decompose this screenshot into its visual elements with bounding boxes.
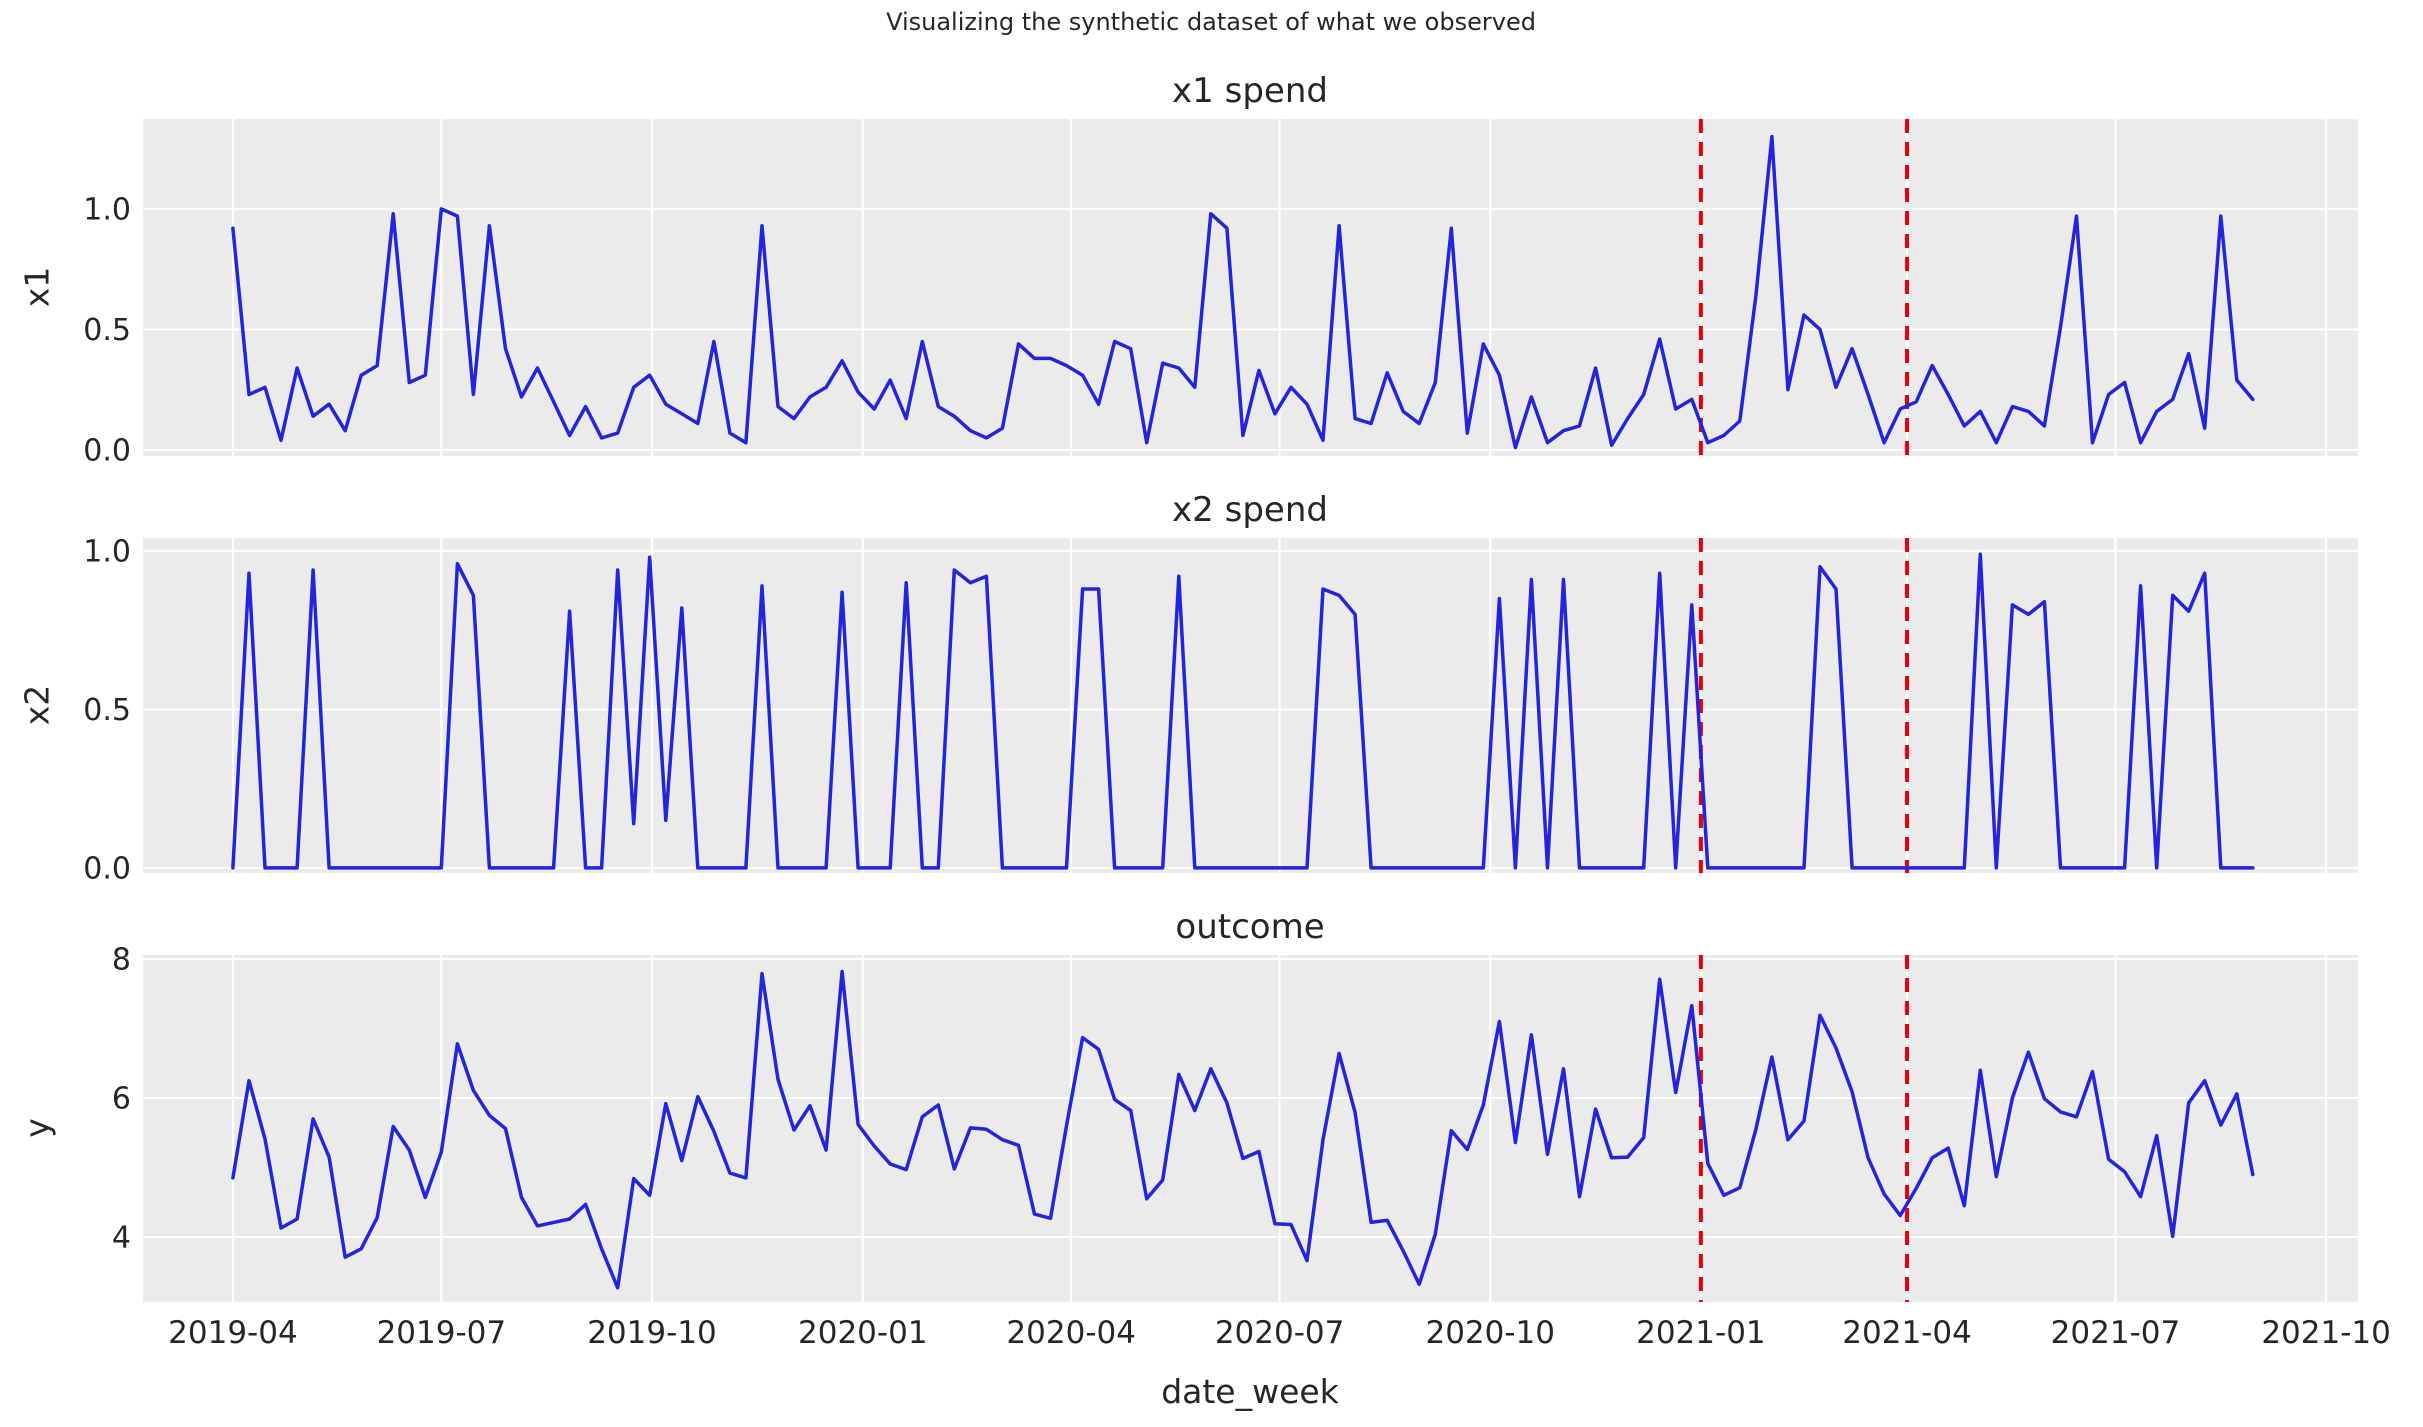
y-tick-label: 8 <box>112 943 131 978</box>
x-tick-label: 2020-07 <box>1215 1315 1345 1351</box>
y-tick-label: 6 <box>112 1082 131 1117</box>
y-tick-label: 1.0 <box>83 192 131 227</box>
figure-suptitle: Visualizing the synthetic dataset of wha… <box>886 8 1536 36</box>
y-tick-label: 0.0 <box>83 851 131 886</box>
subplot-x1: 0.0 0.5 1.0 <box>83 119 2358 468</box>
subplot-x2-title: x2 spend <box>1172 490 1328 530</box>
plot-layers: 0.0 0.5 1.0 0.0 0.5 1.0 4 6 8 2019-04 2019-07 2019-… <box>83 119 2391 1351</box>
outcome-series-line <box>231 969 2255 1290</box>
x-tick-label: 2019-04 <box>168 1315 298 1351</box>
xlabel-date-week: date_week <box>1161 1372 1340 1411</box>
x2-spend-series-line <box>231 552 2255 870</box>
y-tick-label: 0.0 <box>83 433 131 468</box>
x1-spend-series-line <box>231 134 2255 450</box>
x-tick-label: 2020-01 <box>798 1315 928 1351</box>
subplot-x1-title: x1 spend <box>1172 71 1328 111</box>
x-tick-label: 2021-07 <box>2051 1315 2181 1351</box>
subplot-x2: 0.0 0.5 1.0 <box>83 534 2358 886</box>
subplot-outcome-title: outcome <box>1175 907 1324 947</box>
y-tick-label: 0.5 <box>83 693 131 728</box>
subplot-y: 4 6 8 <box>112 943 2358 1302</box>
x-tick-label: 2019-07 <box>377 1315 507 1351</box>
ylabel-x2: x2 <box>18 685 57 726</box>
x-tick-label: 2021-04 <box>1842 1315 1972 1351</box>
x-tick-label: 2019-10 <box>587 1315 717 1351</box>
x-tick-label: 2021-01 <box>1636 1315 1766 1351</box>
ylabel-x1: x1 <box>18 267 57 308</box>
y-tick-label: 0.5 <box>83 313 131 348</box>
y-tick-label: 1.0 <box>83 534 131 569</box>
plot-area-background <box>143 955 2358 1302</box>
plot-area-background <box>143 538 2358 873</box>
x-tick-label: 2021-10 <box>2261 1315 2391 1351</box>
x-tick-label: 2020-10 <box>1425 1315 1555 1351</box>
ylabel-y: y <box>18 1118 57 1138</box>
y-tick-label: 4 <box>112 1221 131 1256</box>
x-tick-label: 2020-04 <box>1006 1315 1136 1351</box>
